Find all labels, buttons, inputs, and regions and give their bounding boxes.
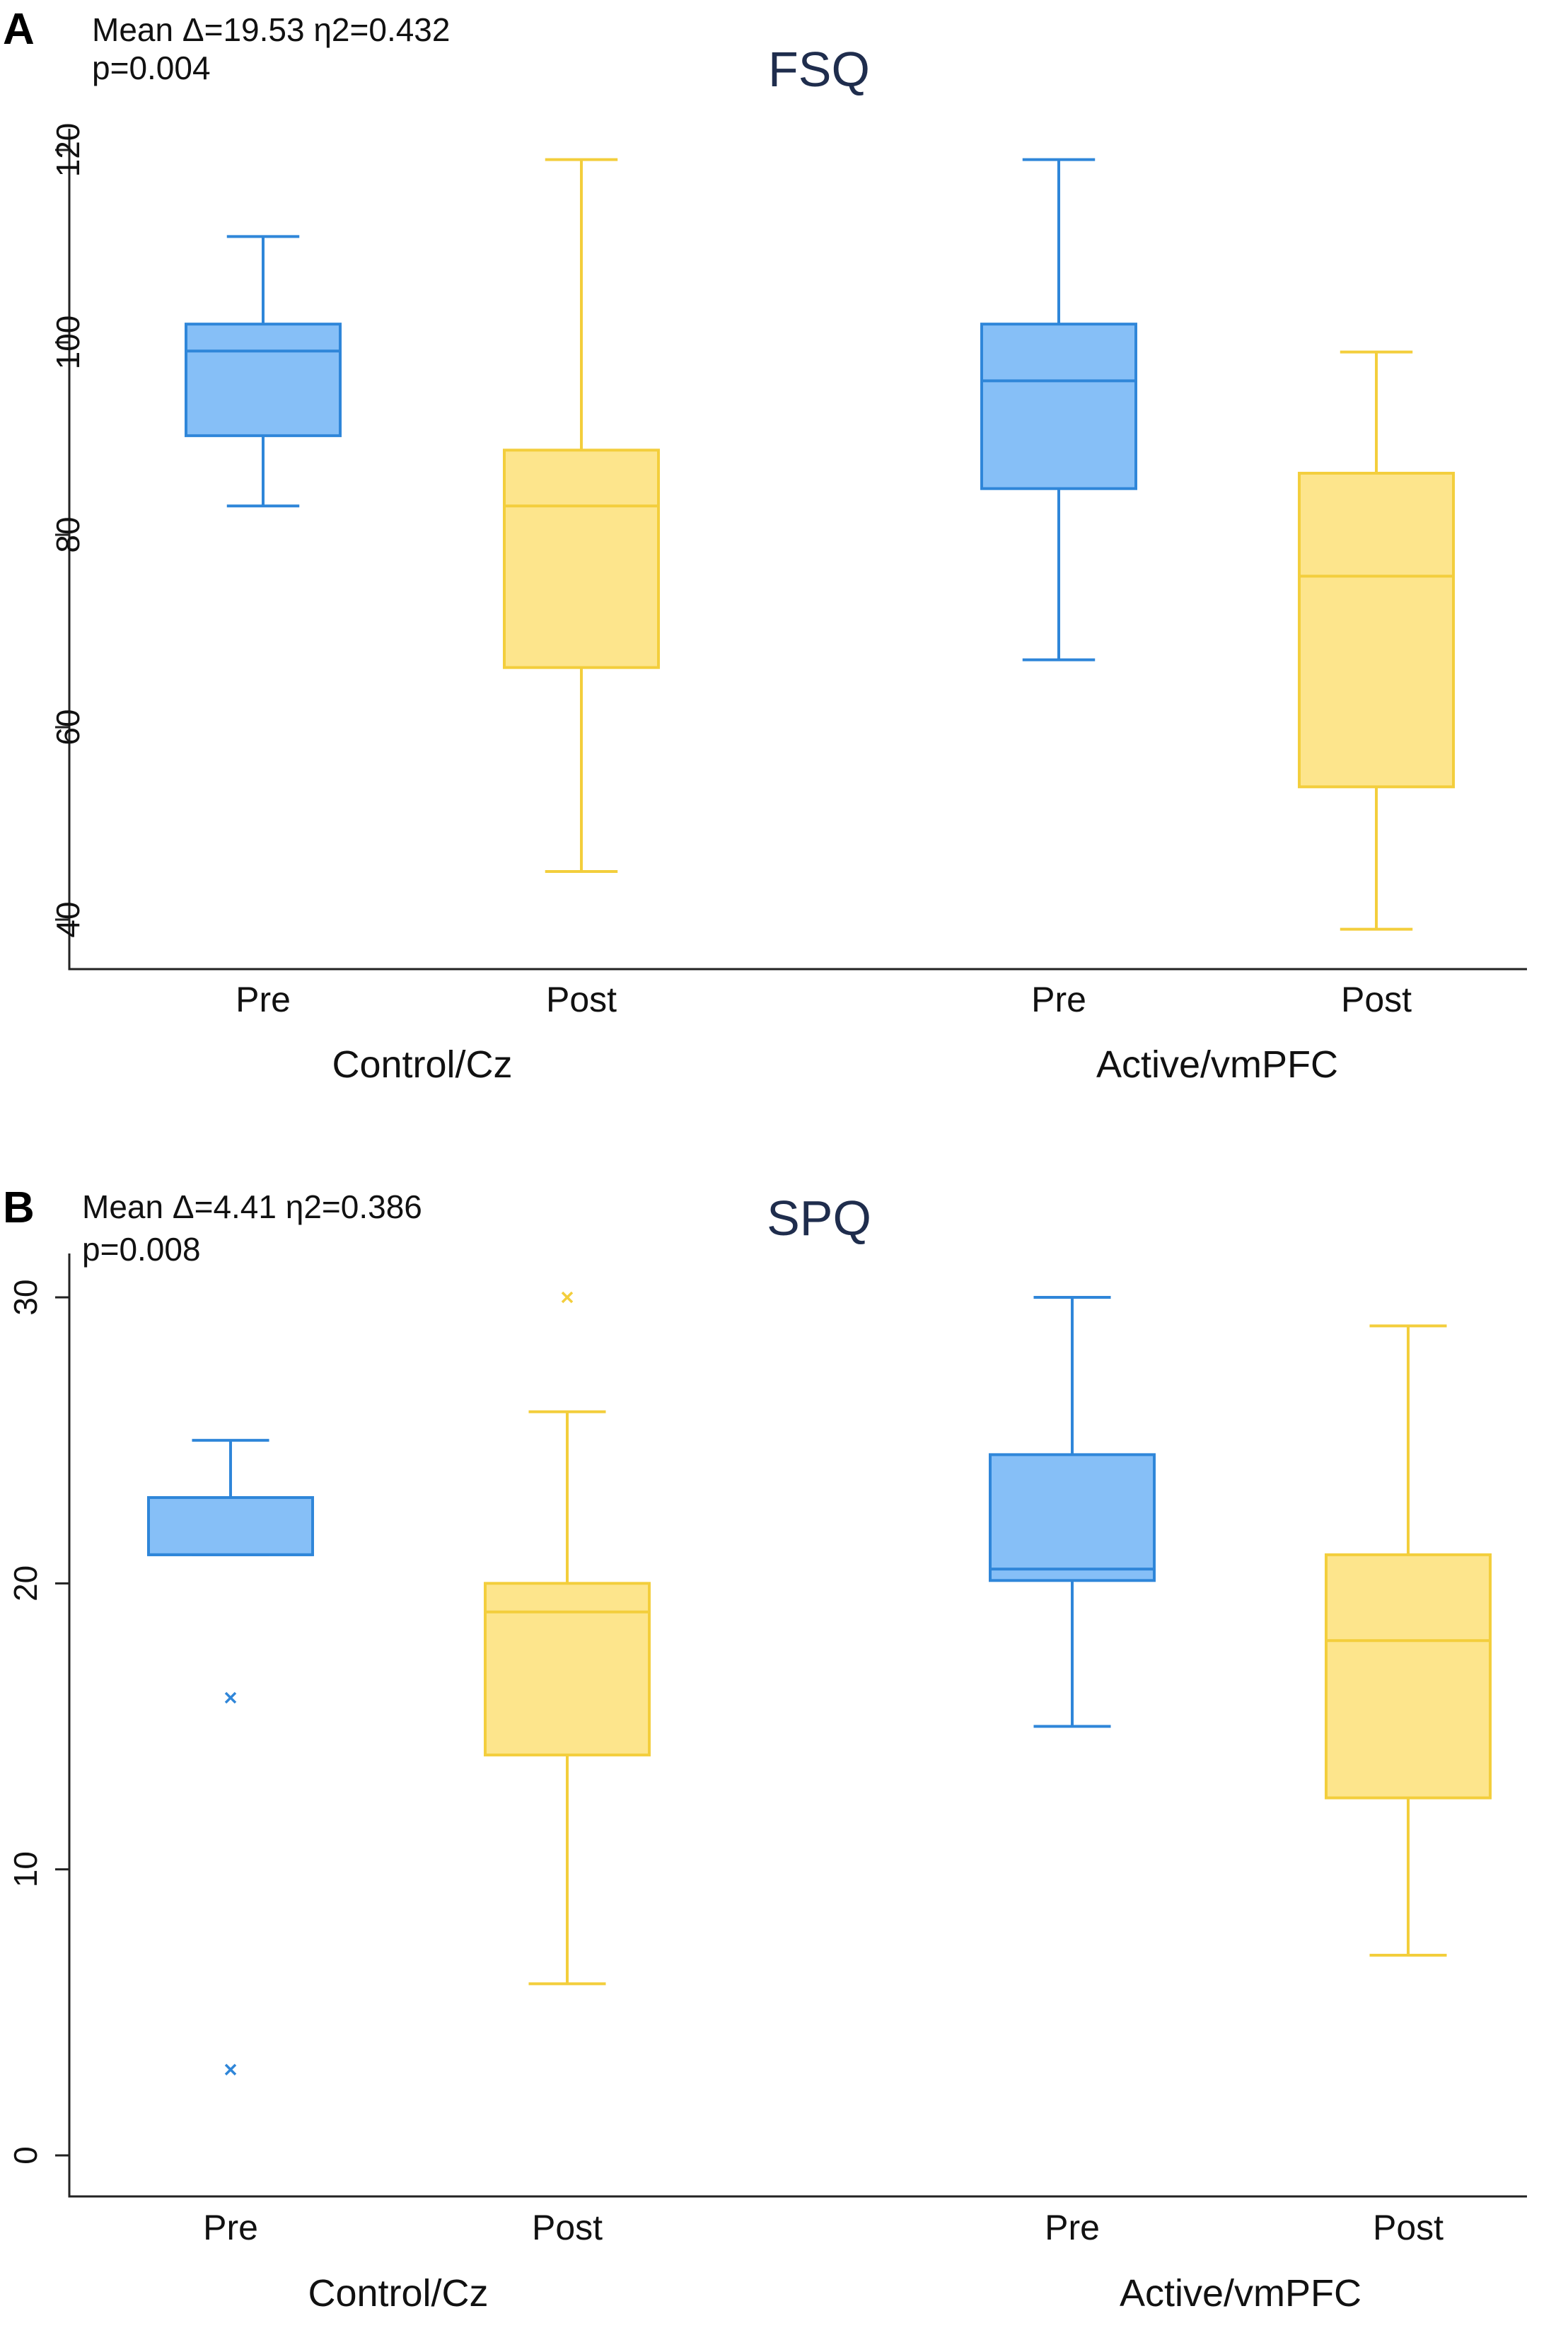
stats-line-1: Mean Δ=4.41 η2=0.386 <box>82 1188 422 1225</box>
iqr-box <box>147 1496 314 1556</box>
x-category-label: Post <box>532 2208 603 2247</box>
box-2 <box>484 1291 651 1986</box>
outlier-marker <box>224 2063 237 2075</box>
y-tick-label: 100 <box>50 315 86 370</box>
chart-title: SPQ <box>767 1191 871 1246</box>
y-tick-label: 0 <box>7 2146 44 2165</box>
y-tick-label: 60 <box>50 709 86 745</box>
x-category-label: Pre <box>1031 980 1086 1019</box>
panel-label: B <box>3 1183 35 1232</box>
x-group-label: Active/vmPFC <box>1096 1043 1338 1086</box>
outlier-marker <box>561 1291 574 1304</box>
iqr-box <box>185 323 342 437</box>
x-group-label: Active/vmPFC <box>1120 2272 1361 2315</box>
y-tick-label: 10 <box>7 1851 44 1887</box>
iqr-box <box>989 1453 1156 1582</box>
x-category-label: Pre <box>203 2208 258 2247</box>
x-group-label: Control/Cz <box>332 1043 512 1086</box>
box-1 <box>185 235 342 508</box>
iqr-box <box>1298 471 1455 789</box>
iqr-box <box>1325 1553 1492 1800</box>
x-category-label: Pre <box>236 980 291 1019</box>
outlier-stroke <box>224 1691 237 1704</box>
panel-b: B Mean Δ=4.41 η2=0.386 p=0.008 SPQ 0 10 20 30 Pr… <box>3 1183 1527 2315</box>
y-tick-label: 40 <box>50 901 86 937</box>
panel-label: A <box>3 5 35 54</box>
stats-line-2: p=0.004 <box>92 50 211 86</box>
box-1 <box>147 1439 314 2075</box>
box-2 <box>503 158 660 873</box>
box-4 <box>1325 1324 1492 1957</box>
x-category-label: Pre <box>1045 2208 1100 2247</box>
x-category-label: Post <box>546 980 617 1019</box>
outlier-marker <box>224 1691 237 1704</box>
outlier-stroke <box>561 1291 574 1304</box>
x-category-label: Post <box>1341 980 1412 1019</box>
chart-title: FSQ <box>768 42 870 97</box>
y-tick-label: 20 <box>7 1565 44 1602</box>
outlier-stroke <box>224 2063 237 2075</box>
y-tick-label: 80 <box>50 516 86 552</box>
iqr-box <box>503 448 660 669</box>
stats-line-1: Mean Δ=19.53 η2=0.432 <box>92 11 450 48</box>
stats-line-2: p=0.008 <box>82 1231 201 1268</box>
x-category-label: Post <box>1373 2208 1444 2247</box>
iqr-box <box>484 1582 651 1756</box>
box-3 <box>989 1296 1156 1728</box>
iqr-box <box>980 323 1137 490</box>
y-tick-label: 120 <box>50 123 86 178</box>
box-4 <box>1298 350 1455 931</box>
y-tick-label: 30 <box>7 1279 44 1315</box>
box-3 <box>980 158 1137 661</box>
x-group-label: Control/Cz <box>308 2272 488 2315</box>
